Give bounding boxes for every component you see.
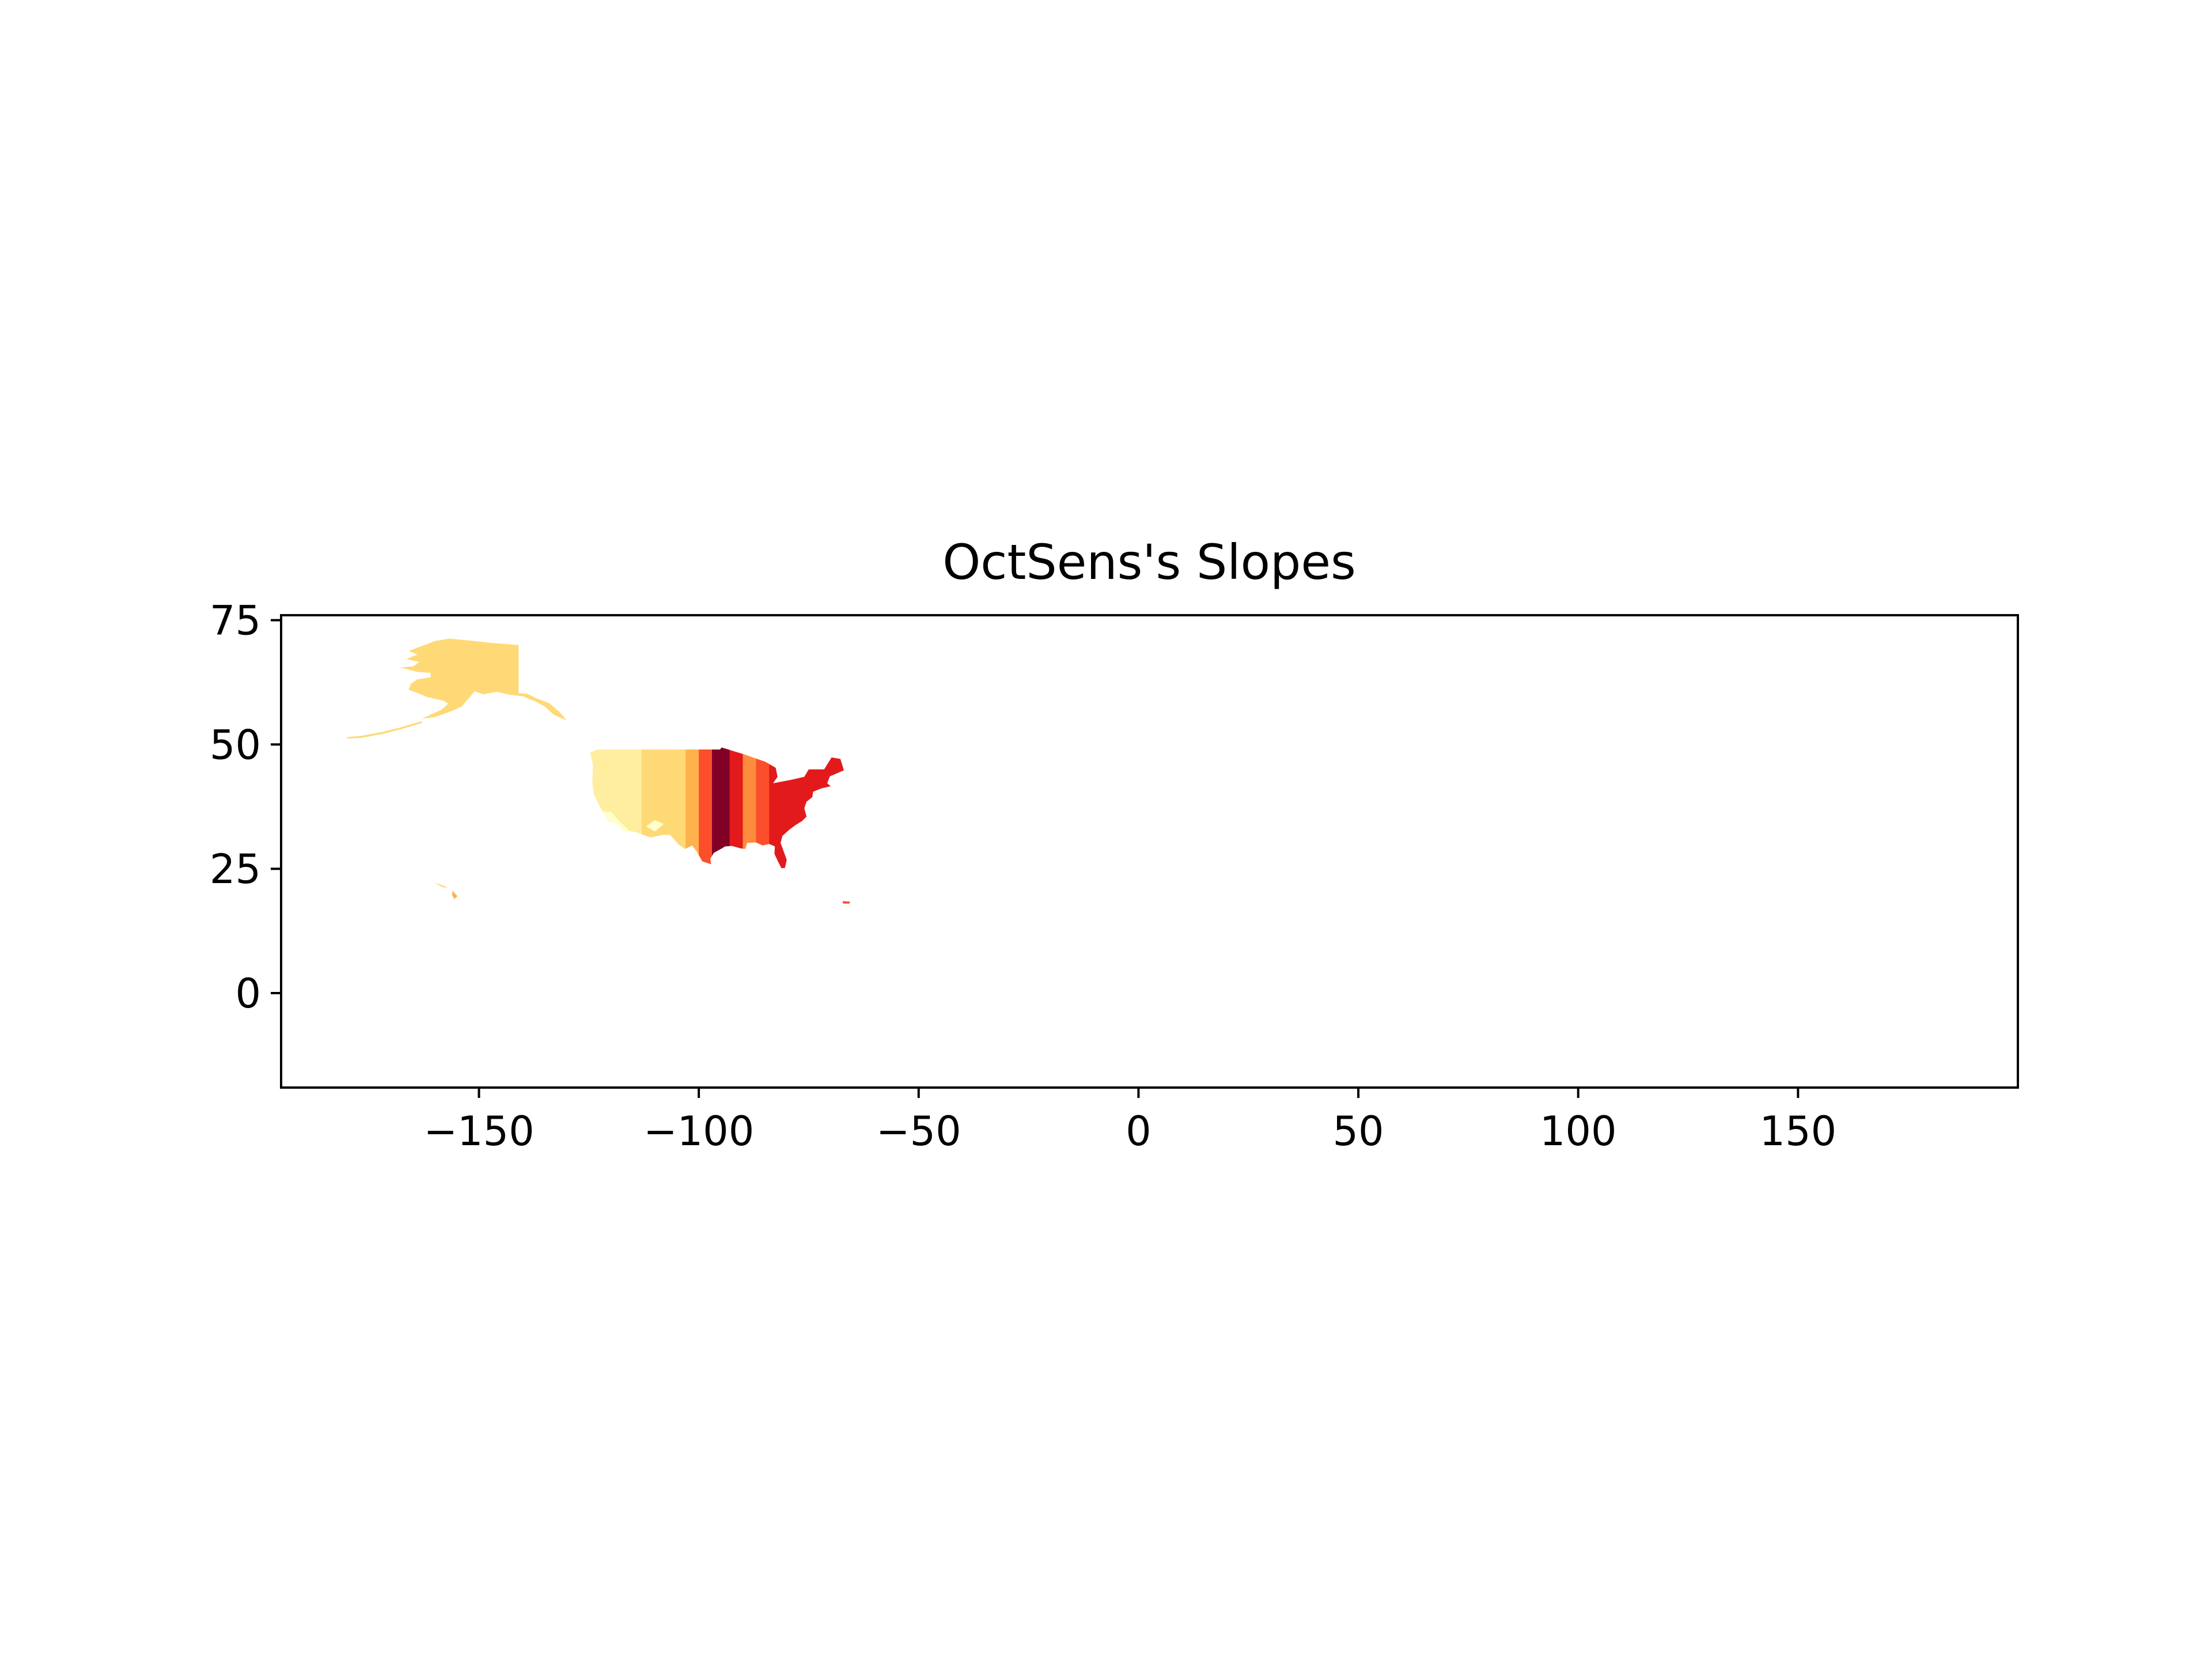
contour-band-8: [756, 747, 770, 869]
x-tick-label: −150: [423, 1108, 534, 1155]
contour-band-3: [685, 747, 700, 869]
y-tick-label: 50: [210, 721, 261, 768]
region-contiguous-us: [590, 747, 844, 869]
x-axis: −150 −100 −50 0 50 100 150: [423, 1088, 1836, 1155]
y-tick-label: 75: [210, 597, 261, 645]
x-tick-label: 0: [1126, 1108, 1152, 1155]
y-tick-label: 25: [210, 846, 261, 893]
contour-band-1: [590, 747, 642, 869]
y-axis: 0 25 50 75: [210, 597, 281, 1017]
contour-band-arizona: [646, 820, 664, 832]
axes-frame: [280, 614, 2019, 1089]
x-tick-label: −100: [643, 1108, 754, 1155]
x-tick-label: −50: [876, 1108, 961, 1155]
contour-band-core: [712, 794, 728, 854]
region-puerto-rico: [842, 901, 850, 904]
map-layer: [347, 638, 850, 904]
region-hawaii: [452, 891, 458, 899]
x-tick-label: 150: [1760, 1108, 1837, 1155]
region-alaska: [400, 638, 567, 721]
region-hawaii-islands: [435, 882, 449, 888]
contour-band-9: [769, 747, 844, 869]
region-aleutians: [347, 721, 422, 739]
contour-band-7: [743, 747, 757, 869]
contour-band-4: [699, 747, 713, 869]
y-tick-label: 0: [235, 970, 261, 1017]
chart-title: OctSens's Slopes: [942, 534, 1356, 590]
contour-band-6: [729, 747, 744, 869]
x-tick-label: 50: [1333, 1108, 1384, 1155]
contour-band-2: [641, 747, 687, 869]
x-tick-label: 100: [1540, 1108, 1617, 1155]
